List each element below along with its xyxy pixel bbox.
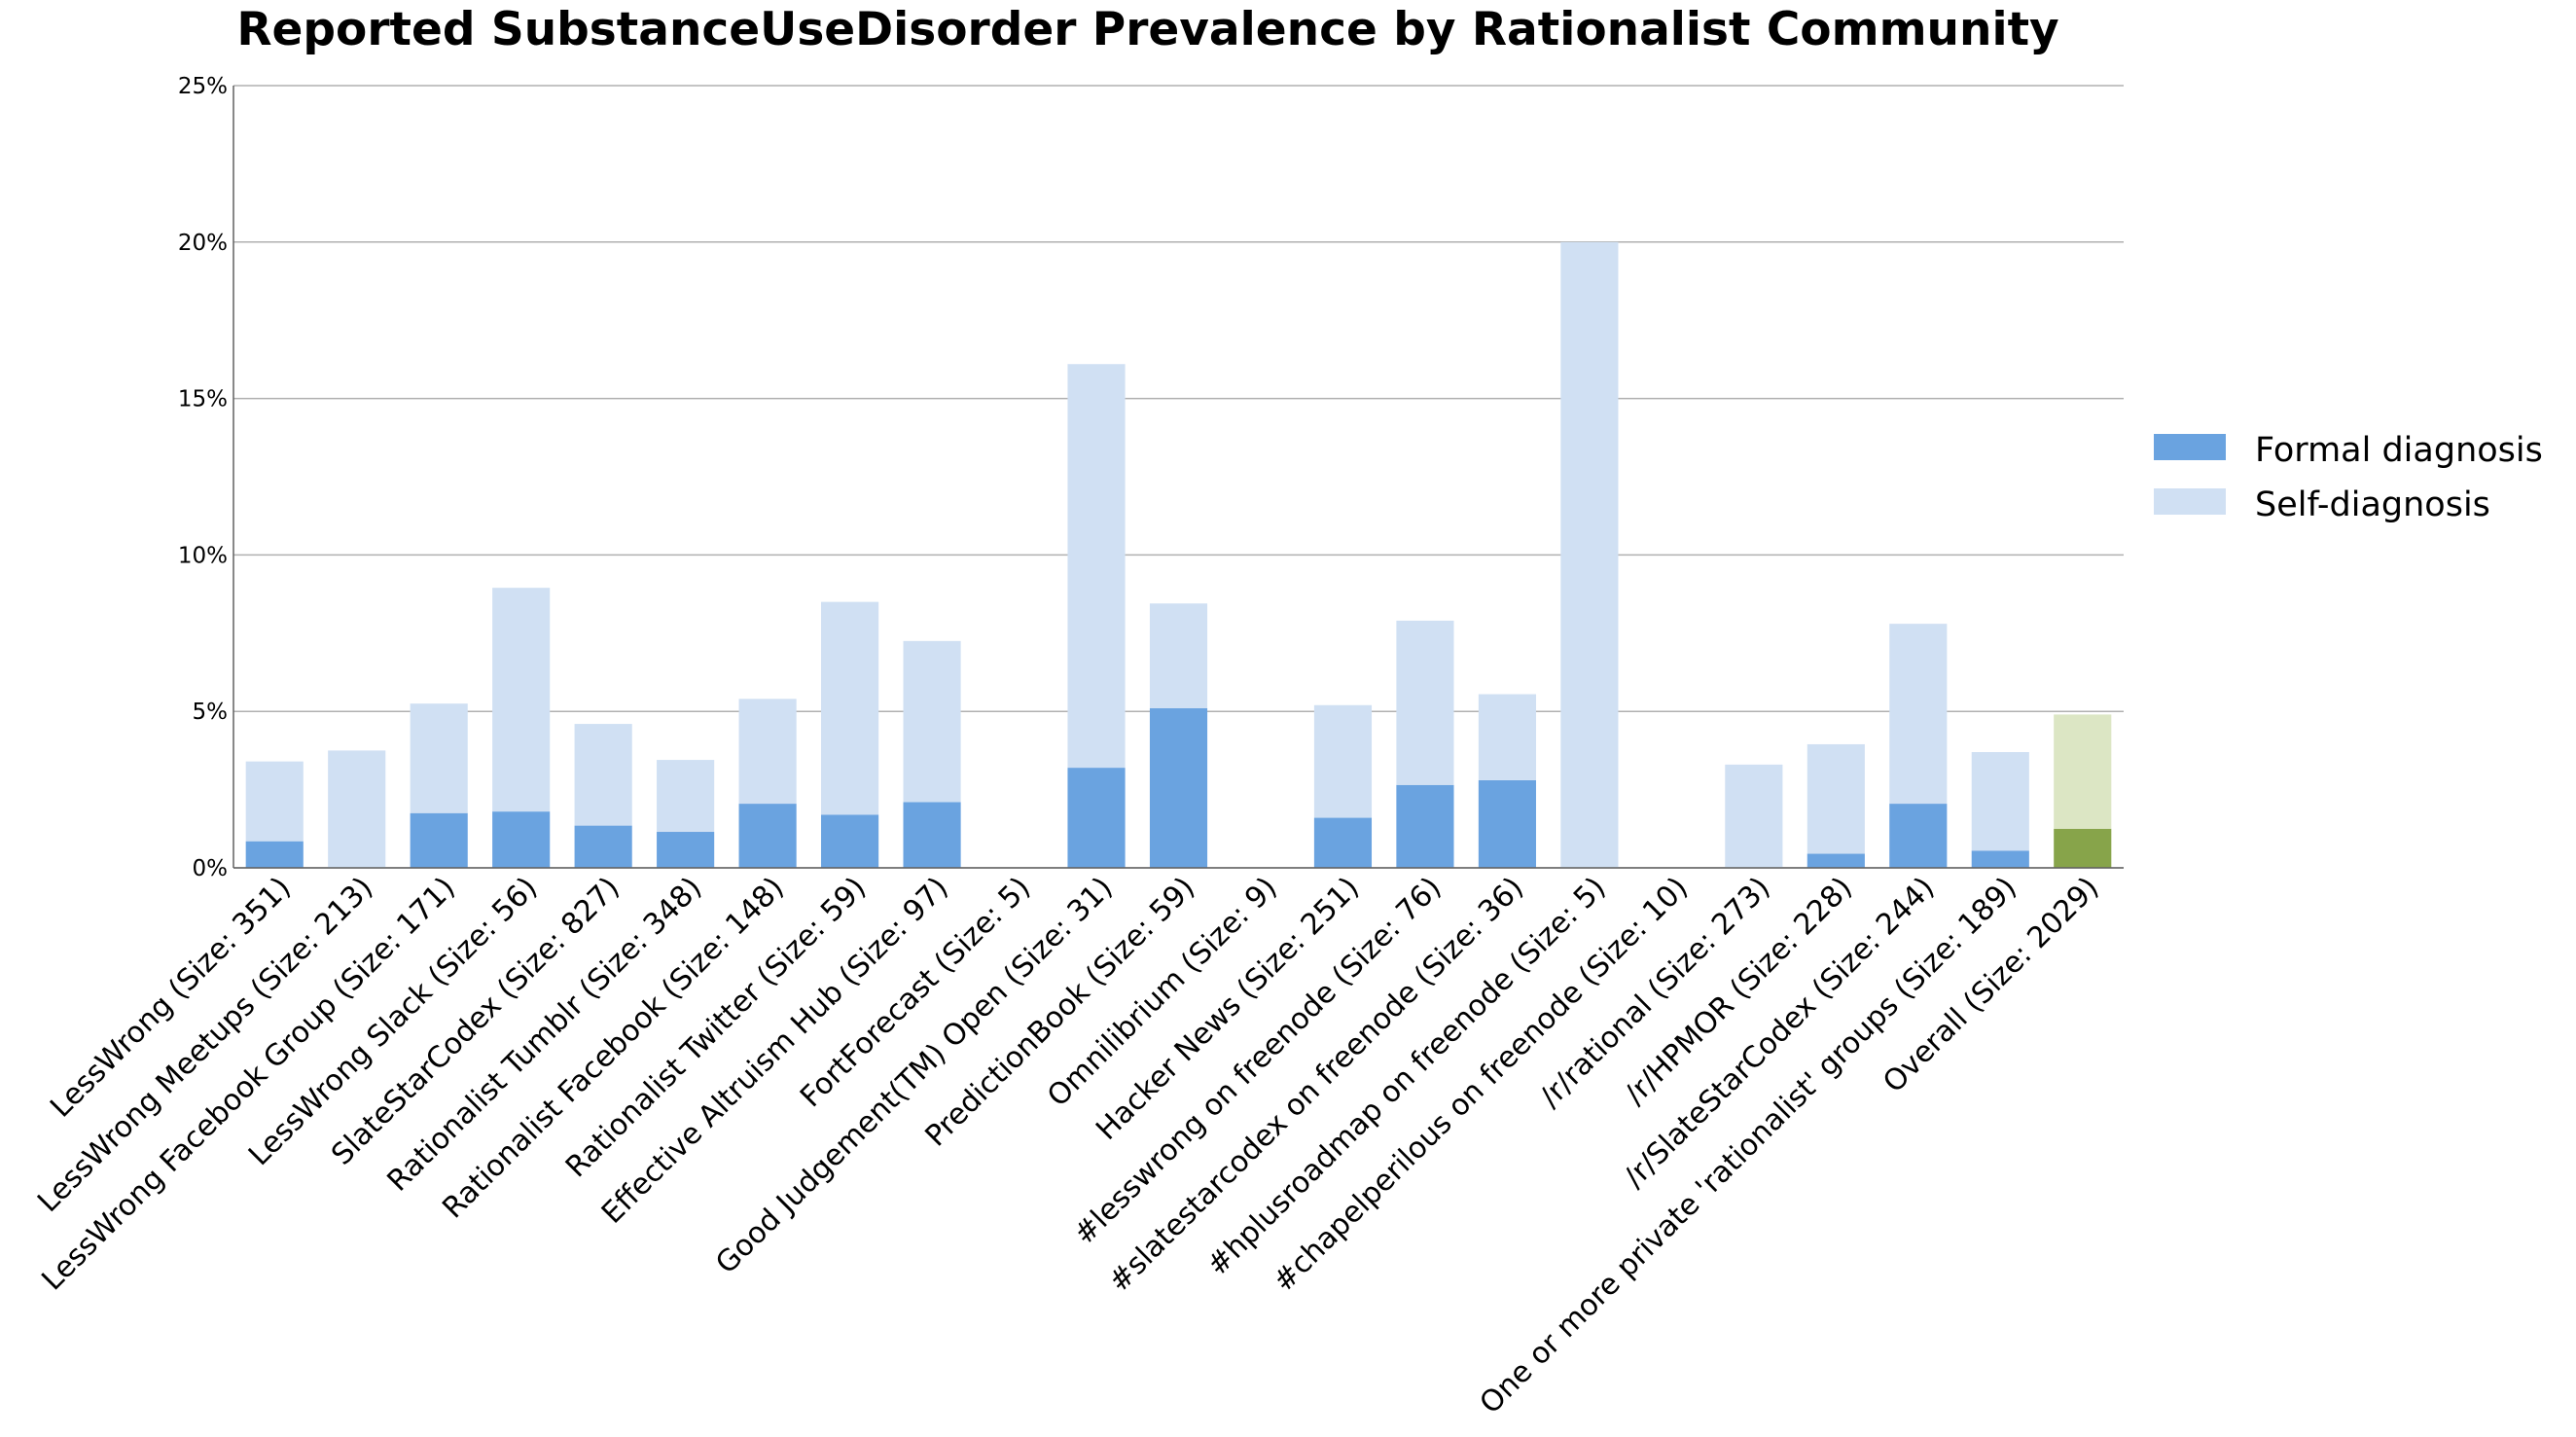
bar-segment-self	[1149, 603, 1208, 708]
bar-segment-self	[574, 724, 632, 826]
legend-swatch-self	[2154, 488, 2226, 515]
bar-segment-self	[2054, 714, 2112, 829]
bar-segment-formal	[1067, 768, 1126, 868]
bar-segment-formal	[410, 812, 468, 868]
y-tick-label: 25%	[178, 74, 228, 99]
legend-label-formal: Formal diagnosis	[2255, 431, 2543, 470]
bar-segment-self	[1971, 752, 2029, 851]
x-tick-label: One or more private 'rationalist' groups…	[1474, 871, 2023, 1420]
bar-segment-self	[738, 699, 797, 805]
bar-segment-self	[1560, 241, 1619, 869]
bar-segment-formal	[738, 804, 797, 868]
bar-segment-self	[1067, 364, 1126, 769]
bar-segment-formal	[821, 814, 879, 868]
bar-segment-formal	[1149, 707, 1208, 868]
x-tick-label: LessWrong Meetups (Size: 213)	[31, 871, 379, 1219]
bar-segment-self	[1725, 764, 1783, 868]
x-tick-labels: LessWrong (Size: 351)LessWrong Meetups (…	[31, 871, 2105, 1420]
bar-segment-formal	[1313, 817, 1373, 868]
bar-segment-self	[245, 761, 304, 842]
y-tick-labels: 0% 5% 10% 15% 20% 25%	[178, 74, 228, 881]
bar-segment-self	[1807, 743, 1865, 854]
bar-segment-formal	[2054, 828, 2112, 868]
y-tick-label: 20%	[178, 231, 228, 256]
bars	[245, 241, 2112, 869]
bar-segment-self	[1396, 620, 1454, 785]
bar-segment-self	[657, 760, 715, 833]
bar-segment-self	[821, 601, 879, 815]
bar-segment-formal	[1396, 784, 1454, 868]
legend-swatch-formal	[2154, 434, 2226, 460]
bar-segment-self	[410, 703, 468, 813]
bar-segment-self	[1478, 694, 1536, 780]
bar-segment-formal	[657, 832, 715, 868]
bar-segment-self	[903, 640, 961, 803]
y-tick-label: 15%	[178, 387, 228, 413]
chart-title: Reported SubstanceUseDisorder Prevalence…	[236, 3, 2058, 56]
y-tick-label: 5%	[193, 700, 229, 725]
x-tick-label: Rationalist Twitter (Size: 59)	[559, 871, 873, 1184]
bar-segment-formal	[245, 841, 304, 868]
bar-segment-formal	[1889, 804, 1948, 868]
bar-segment-formal	[1807, 853, 1865, 868]
bar-segment-formal	[1478, 779, 1536, 868]
legend: Formal diagnosis Self-diagnosis	[2154, 431, 2543, 524]
bar-segment-self	[1313, 704, 1373, 818]
bar-segment-formal	[1971, 850, 2029, 868]
bar-segment-self	[1889, 624, 1948, 805]
bar-segment-formal	[903, 802, 961, 868]
bar-segment-formal	[492, 811, 551, 868]
y-tick-label: 0%	[193, 856, 229, 881]
y-tick-label: 10%	[178, 543, 228, 568]
legend-label-self: Self-diagnosis	[2255, 485, 2490, 524]
bar-segment-self	[328, 750, 386, 868]
bar-segment-formal	[574, 825, 632, 868]
bar-segment-self	[492, 588, 551, 812]
axes	[233, 86, 2124, 869]
